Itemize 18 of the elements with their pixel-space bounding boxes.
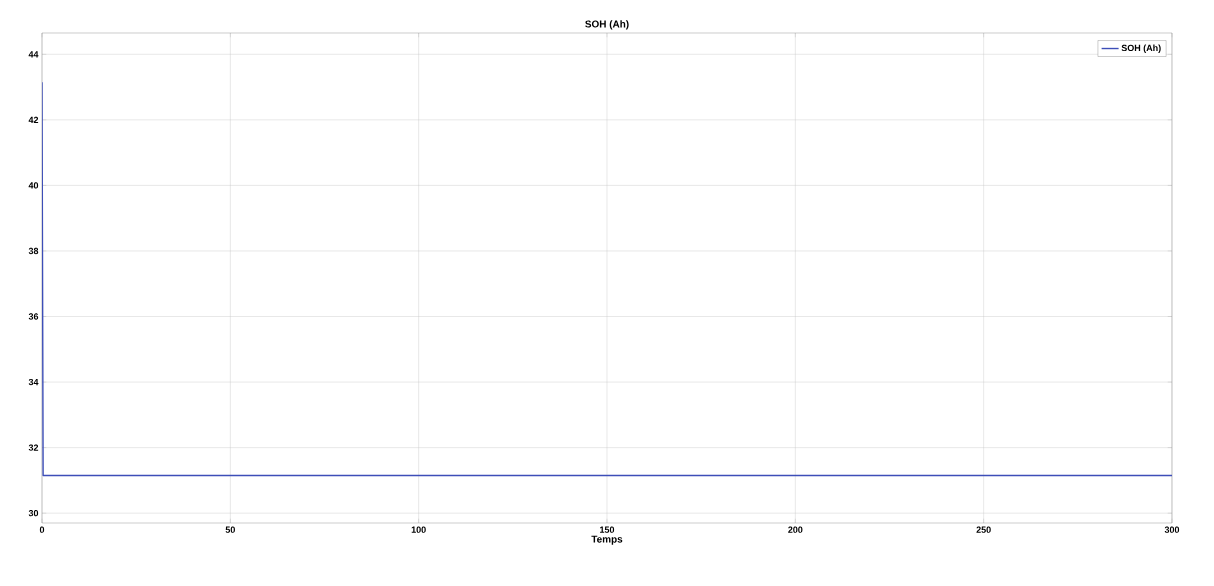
x-axis-title: Temps: [591, 535, 623, 545]
x-tick-label: 100: [411, 526, 426, 533]
y-tick-label: 44: [28, 51, 39, 58]
y-tick-label: 34: [28, 378, 39, 386]
x-tick-label: 200: [788, 526, 803, 533]
y-tick-label: 38: [28, 247, 39, 255]
y-tick-label: 32: [28, 444, 39, 451]
x-tick-label: 300: [1164, 526, 1180, 533]
x-tick-label: 250: [976, 526, 991, 533]
x-tick-label: 50: [225, 526, 235, 533]
chart-title: SOH (Ah): [585, 20, 629, 30]
x-tick-label: 150: [600, 526, 615, 533]
y-tick-label: 42: [28, 116, 39, 123]
x-tick-label: 0: [39, 526, 45, 533]
legend-label: SOH (Ah): [1121, 44, 1161, 53]
y-tick-label: 30: [28, 509, 39, 517]
y-tick-label: 36: [28, 313, 39, 320]
y-tick-label: 40: [28, 182, 39, 189]
